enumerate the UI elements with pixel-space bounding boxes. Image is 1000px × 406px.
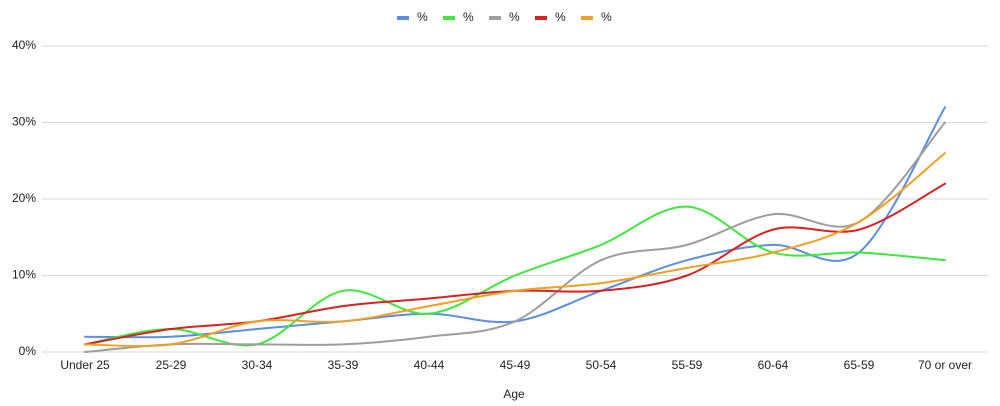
x-tick-label: 65-59 (844, 358, 875, 372)
x-tick-label: 55-59 (672, 358, 703, 372)
series-line (84, 121, 946, 353)
x-tick-label: 30-34 (242, 358, 273, 372)
series-line (84, 106, 946, 339)
y-tick-label: 40% (12, 38, 36, 52)
x-axis-label: Age (503, 387, 525, 401)
legend-label: % (463, 10, 474, 24)
x-tick-label: 45-49 (500, 358, 531, 372)
x-tick-label: Under 25 (60, 358, 110, 372)
legend-label: % (509, 10, 520, 24)
x-tick-label: 25-29 (156, 358, 187, 372)
x-tick-label: 40-44 (414, 358, 445, 372)
legend-label: % (417, 10, 428, 24)
y-tick-label: 10% (12, 268, 36, 282)
legend-label: % (601, 10, 612, 24)
x-tick-label: 35-39 (328, 358, 359, 372)
x-tick-label: 60-64 (758, 358, 789, 372)
legend-label: % (555, 10, 566, 24)
x-tick-label: 70 or over (918, 358, 972, 372)
series-line (84, 182, 946, 346)
y-tick-label: 0% (19, 344, 37, 358)
series-line (84, 152, 946, 348)
y-tick-label: 20% (12, 191, 36, 205)
y-tick-label: 30% (12, 115, 36, 129)
x-tick-label: 50-54 (586, 358, 617, 372)
